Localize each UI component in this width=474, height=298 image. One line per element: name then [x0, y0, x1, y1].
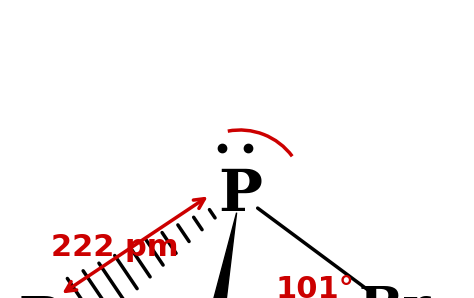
Text: Br: Br	[359, 285, 431, 298]
Text: 101°: 101°	[275, 275, 355, 298]
Polygon shape	[185, 213, 237, 298]
Text: 222 pm: 222 pm	[51, 234, 179, 263]
Text: P: P	[218, 167, 262, 223]
Text: Br: Br	[19, 294, 91, 298]
